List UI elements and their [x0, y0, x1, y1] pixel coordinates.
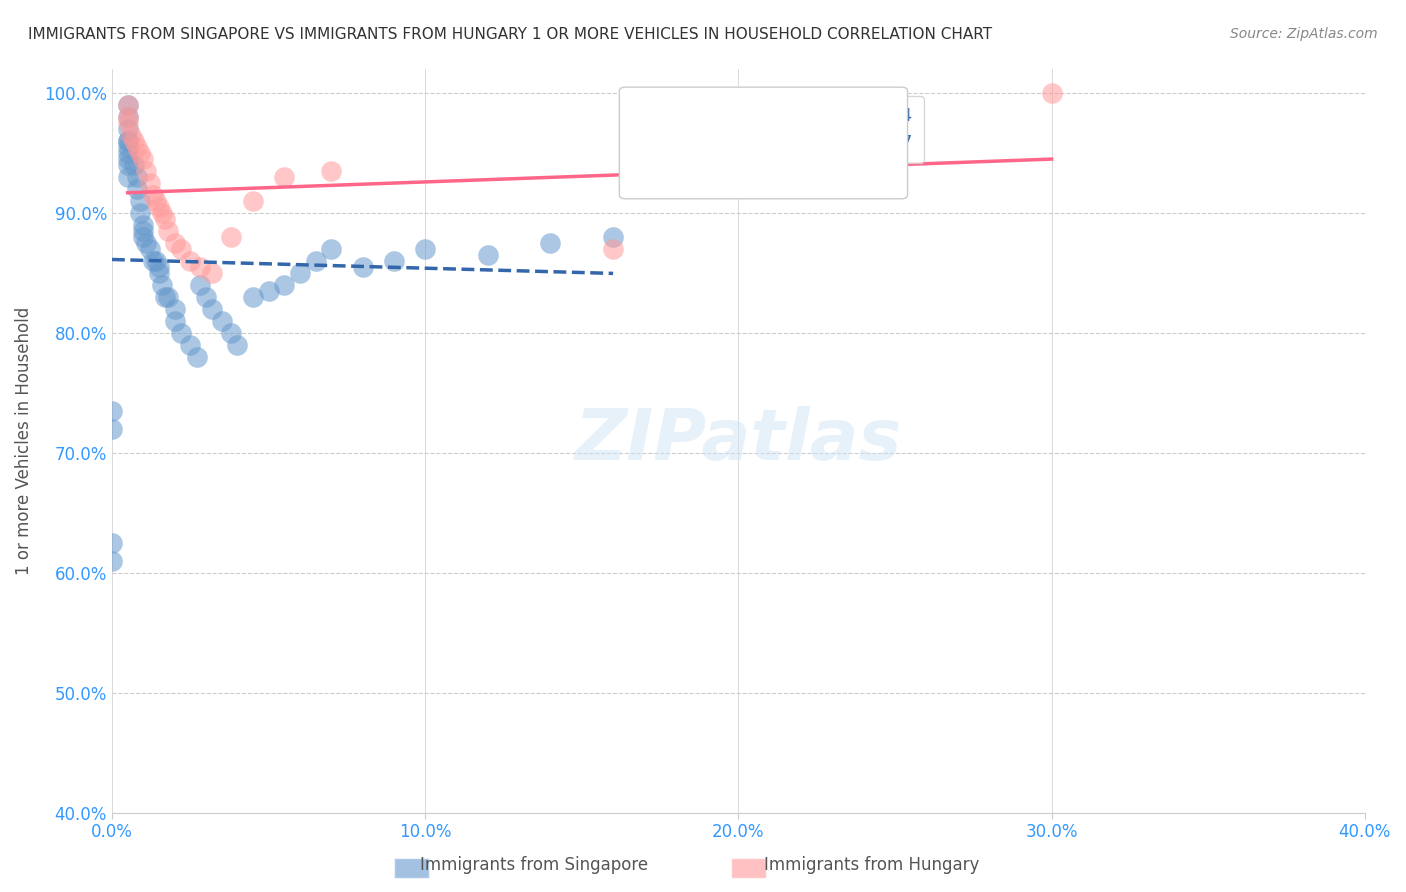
Text: ZIPatlas: ZIPatlas	[575, 406, 903, 475]
Point	[242, 290, 264, 304]
Point	[257, 284, 280, 298]
Point	[101, 554, 124, 568]
Point	[117, 152, 139, 166]
Point	[602, 229, 624, 244]
Point	[321, 242, 343, 256]
Point	[157, 224, 180, 238]
Point	[477, 247, 499, 261]
Point	[413, 242, 436, 256]
Text: Immigrants from Singapore: Immigrants from Singapore	[420, 855, 648, 873]
Point	[179, 337, 201, 351]
Point	[163, 301, 186, 316]
Point	[226, 337, 249, 351]
Point	[155, 211, 177, 226]
Point	[117, 110, 139, 124]
Point	[170, 242, 193, 256]
Point	[117, 134, 139, 148]
Point	[188, 277, 211, 292]
Point	[273, 169, 295, 184]
Point	[170, 326, 193, 340]
Point	[135, 235, 157, 250]
Point	[304, 253, 326, 268]
Point	[219, 229, 242, 244]
Point	[188, 260, 211, 274]
Point	[382, 253, 405, 268]
Point	[201, 301, 224, 316]
Point	[186, 350, 208, 364]
Point	[194, 290, 217, 304]
Text: Source: ZipAtlas.com: Source: ZipAtlas.com	[1230, 27, 1378, 41]
Point	[157, 290, 180, 304]
Point	[132, 229, 155, 244]
Point	[138, 176, 160, 190]
Point	[117, 97, 139, 112]
Point	[117, 145, 139, 160]
Point	[142, 253, 165, 268]
Point	[150, 277, 173, 292]
Point	[602, 242, 624, 256]
Y-axis label: 1 or more Vehicles in Household: 1 or more Vehicles in Household	[15, 307, 32, 574]
Point	[132, 224, 155, 238]
Point	[125, 181, 148, 195]
Point	[117, 115, 139, 129]
Point	[117, 134, 139, 148]
Point	[352, 260, 374, 274]
Point	[117, 110, 139, 124]
Point	[150, 205, 173, 219]
Point	[132, 218, 155, 232]
Point	[145, 253, 167, 268]
Point	[117, 157, 139, 171]
Point	[122, 134, 145, 148]
Point	[135, 163, 157, 178]
Point	[142, 187, 165, 202]
Point	[129, 205, 152, 219]
Point	[117, 169, 139, 184]
Text: IMMIGRANTS FROM SINGAPORE VS IMMIGRANTS FROM HUNGARY 1 OR MORE VEHICLES IN HOUSE: IMMIGRANTS FROM SINGAPORE VS IMMIGRANTS …	[28, 27, 993, 42]
Point	[101, 535, 124, 549]
Point	[179, 253, 201, 268]
Point	[125, 169, 148, 184]
Point	[148, 266, 170, 280]
Point	[120, 128, 142, 142]
Point	[117, 139, 139, 153]
Point	[117, 97, 139, 112]
Point	[145, 194, 167, 208]
Point	[321, 163, 343, 178]
Point	[117, 121, 139, 136]
Text: Immigrants from Hungary: Immigrants from Hungary	[763, 855, 980, 873]
Legend: R =  0.191   N = 54, R =  0.426   N = 27: R = 0.191 N = 54, R = 0.426 N = 27	[683, 96, 924, 163]
Point	[155, 290, 177, 304]
Point	[273, 277, 295, 292]
Point	[201, 266, 224, 280]
Point	[242, 194, 264, 208]
Point	[148, 260, 170, 274]
Point	[132, 152, 155, 166]
Point	[1040, 86, 1063, 100]
Point	[138, 242, 160, 256]
Point	[211, 313, 233, 327]
Point	[163, 235, 186, 250]
Point	[129, 145, 152, 160]
Point	[122, 157, 145, 171]
FancyBboxPatch shape	[620, 87, 907, 199]
Point	[129, 194, 152, 208]
Point	[148, 200, 170, 214]
Point	[101, 403, 124, 417]
Point	[540, 235, 562, 250]
Point	[125, 139, 148, 153]
Point	[288, 266, 311, 280]
Point	[219, 326, 242, 340]
Point	[101, 422, 124, 436]
Point	[163, 313, 186, 327]
